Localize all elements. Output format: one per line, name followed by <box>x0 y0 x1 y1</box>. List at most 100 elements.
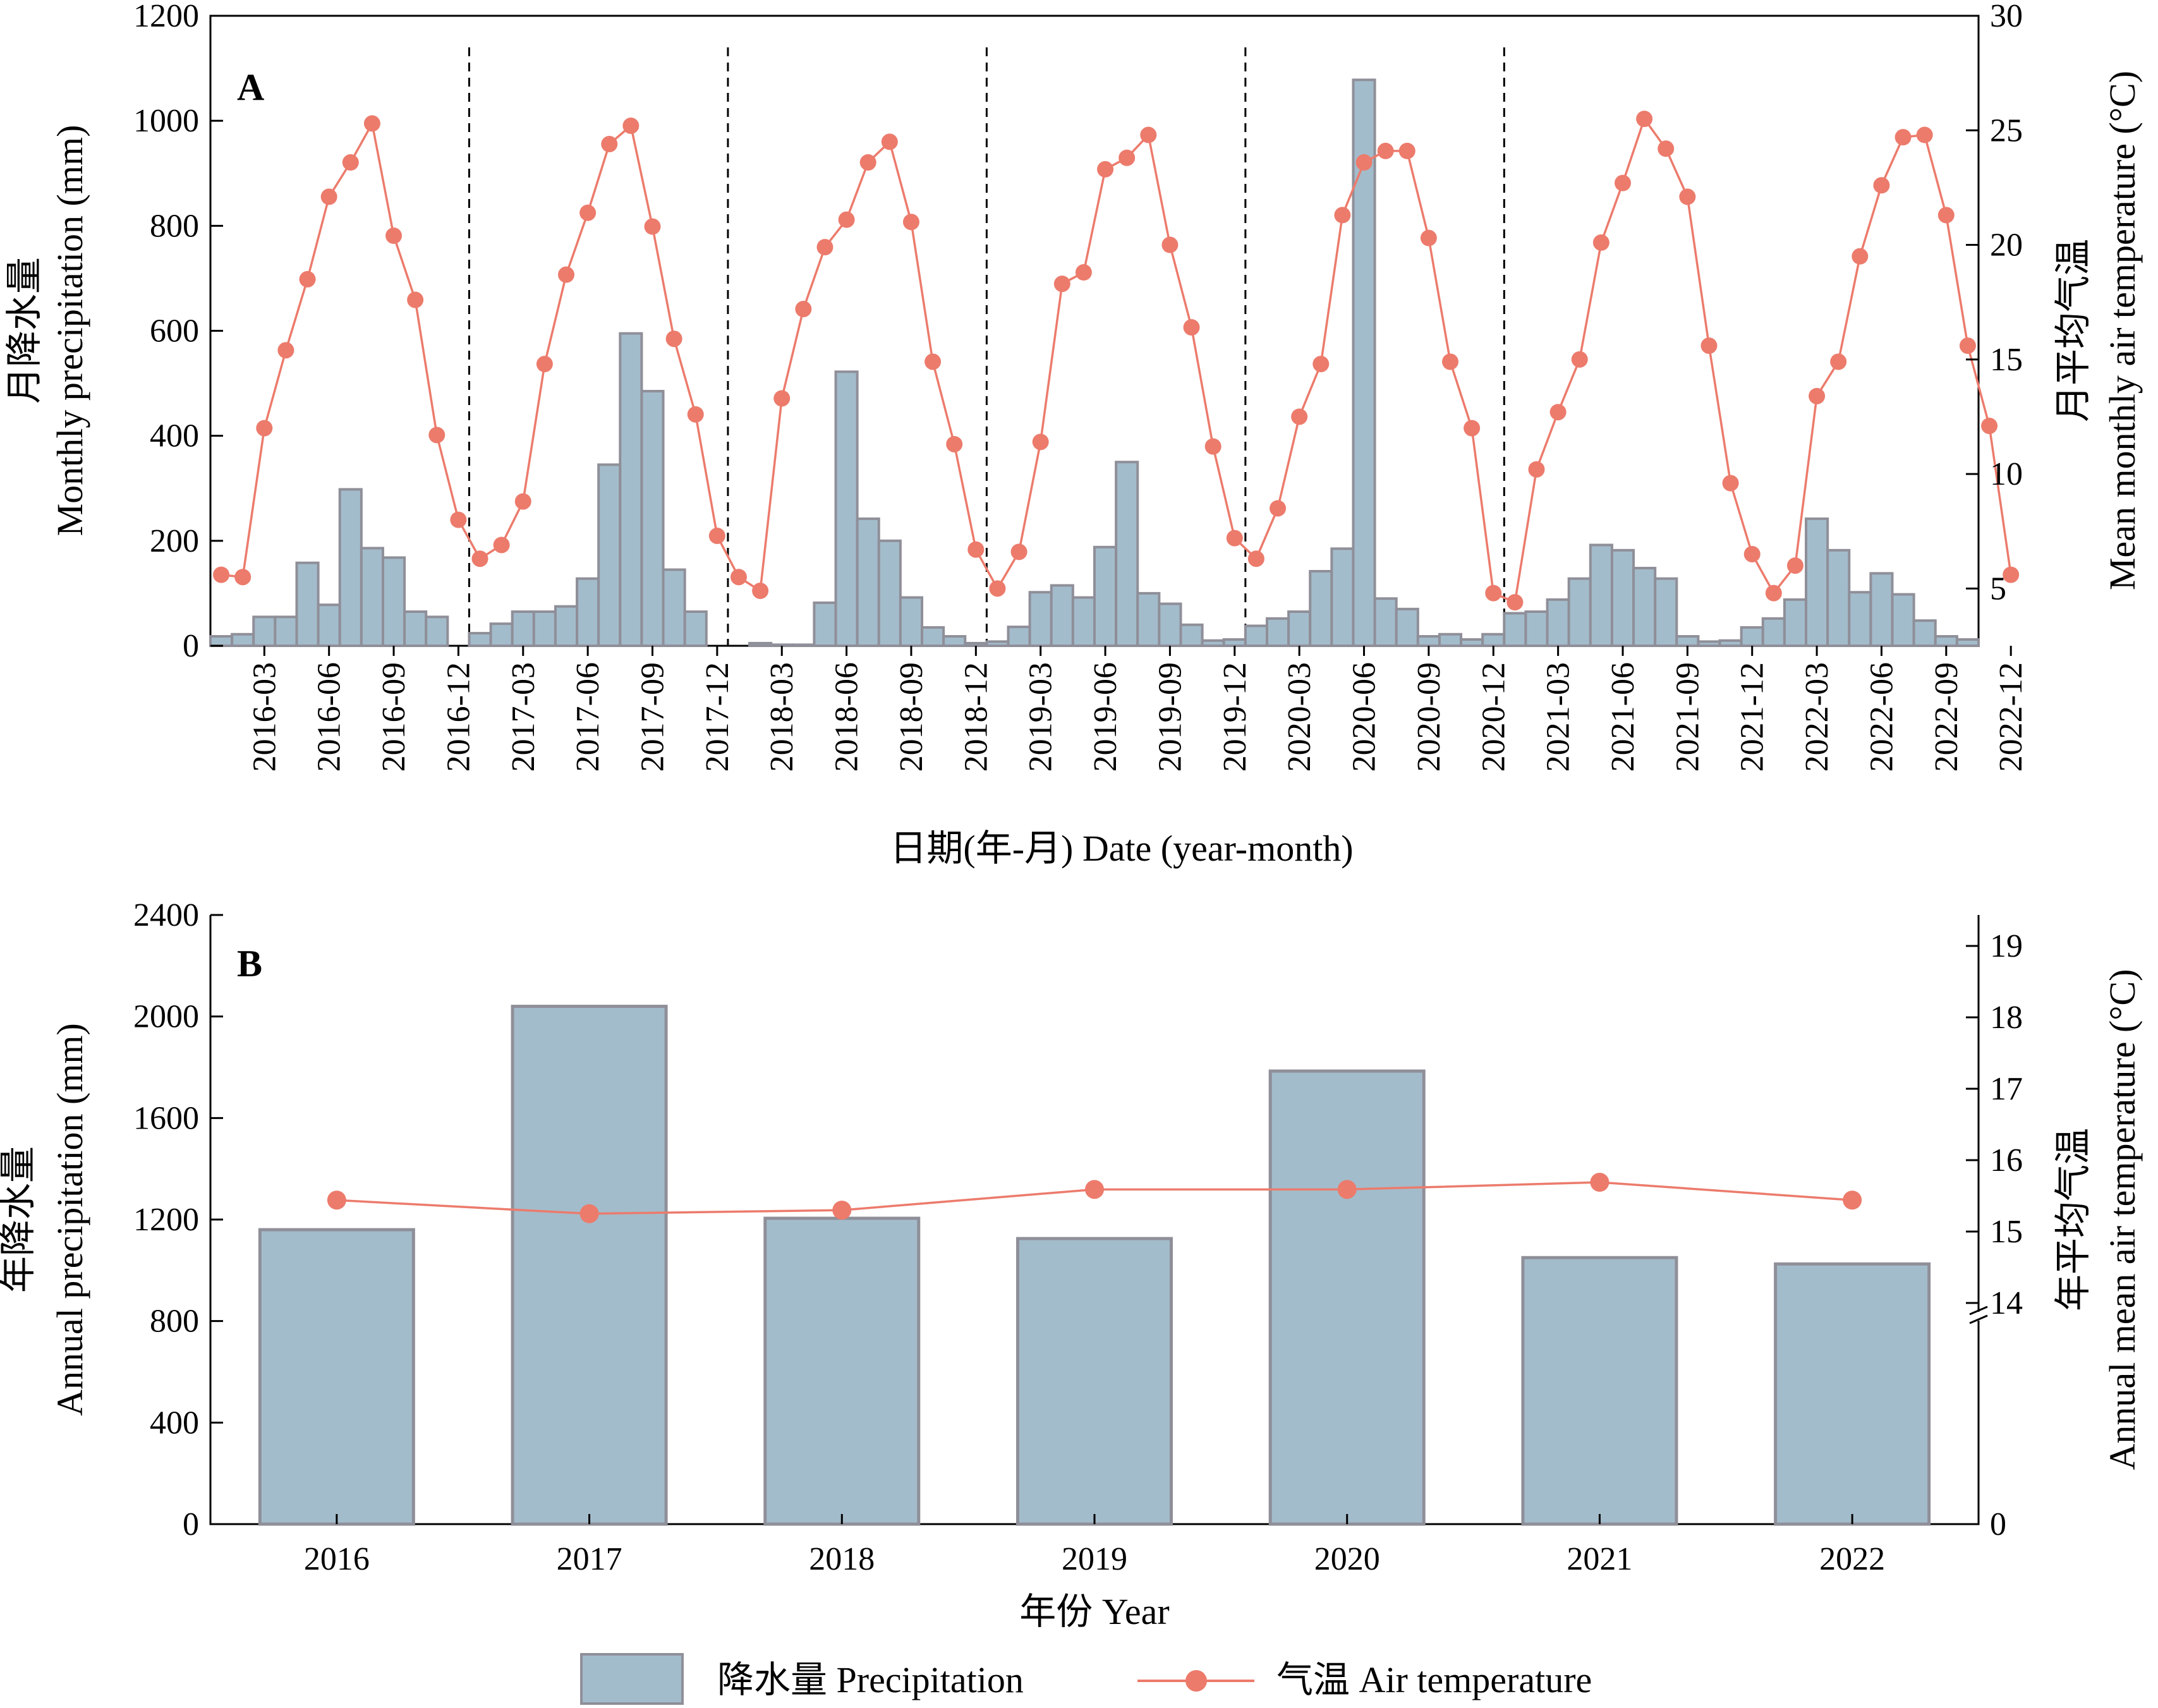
precip-bar <box>942 635 967 647</box>
temp-point <box>428 427 446 444</box>
y-tick-label: 0 <box>183 628 199 664</box>
legend-temp-label: 气温 Air temperature <box>1276 1659 1592 1700</box>
temp-point <box>989 580 1006 597</box>
precip-bar <box>1891 593 1915 647</box>
temp-point <box>1204 438 1221 455</box>
precip-bar <box>1654 577 1678 647</box>
panel-a-temp-series <box>213 111 2020 611</box>
x-tick-label: 2020 <box>1314 1541 1380 1577</box>
temp-point <box>1118 149 1136 166</box>
precip-bar <box>1007 626 1031 648</box>
x-tick-label: 2022-03 <box>1799 662 1835 772</box>
panel-b-temp-series <box>327 1173 1862 1223</box>
x-tick-label: 2018-03 <box>764 662 800 772</box>
temp-point <box>730 569 747 586</box>
x-tick-label: 2019-12 <box>1217 662 1253 772</box>
precip-bar <box>554 605 579 647</box>
precip-bar <box>770 643 794 647</box>
temp-point <box>407 291 424 308</box>
precip-bar <box>834 370 859 647</box>
panel-a-y2label-en: Mean monthly air temperature (°C) <box>2102 71 2143 590</box>
temp-point <box>644 218 661 235</box>
x-tick-label: 2018-12 <box>958 662 994 772</box>
precip-bar <box>1805 517 1829 648</box>
precip-bar <box>576 577 600 647</box>
temp-point <box>1183 319 1200 336</box>
temp-point <box>234 569 252 586</box>
y2-tick-label: 10 <box>1990 456 2023 492</box>
x-tick-label: 2017-06 <box>570 662 606 772</box>
annual-precip-bar <box>1521 1256 1678 1526</box>
temp-point <box>1485 584 1502 602</box>
x-tick-label: 2018-06 <box>829 662 865 772</box>
precip-bar <box>619 332 643 647</box>
precip-bar <box>1783 598 1808 647</box>
panel-a-precip-bars <box>209 78 1980 648</box>
annual-precip-bar <box>258 1228 415 1526</box>
x-tick-label: 2017-03 <box>506 662 542 772</box>
precip-bar <box>1093 545 1118 648</box>
precip-bar <box>360 547 384 648</box>
temp-point <box>493 536 510 554</box>
panel-a-ticks: 0 200 400 600 800 1000 1200 5 10 15 20 25 30 2016-03 2… <box>133 0 2029 772</box>
temp-point <box>213 566 230 583</box>
temp-point <box>687 406 704 423</box>
temp-point <box>1852 248 1869 265</box>
temp-point <box>1700 337 1718 354</box>
temp-point <box>1247 550 1264 567</box>
x-tick-label: 2020-09 <box>1411 662 1447 772</box>
temp-point <box>1226 530 1243 547</box>
precip-bar <box>1740 626 1764 648</box>
x-tick-label: 2016 <box>304 1541 370 1577</box>
precip-bar <box>1201 639 1225 647</box>
panel-a-label: A <box>237 66 264 108</box>
x-tick-label: 2022-09 <box>1929 662 1965 772</box>
temp-point <box>1765 584 1782 602</box>
temp-point <box>1959 337 1976 354</box>
annual-precip-bar <box>511 1005 668 1526</box>
x-tick-label: 2016-06 <box>312 662 348 772</box>
temp-point <box>471 550 488 567</box>
temp-point <box>342 154 359 171</box>
temp-point <box>1161 236 1179 253</box>
temp-point <box>256 420 273 437</box>
y-tick-label: 2000 <box>133 999 199 1035</box>
annual-temp-point <box>1337 1180 1357 1199</box>
y2-tick-label: 0 <box>1990 1506 2006 1542</box>
temp-point <box>1809 387 1826 404</box>
temp-point <box>665 330 682 348</box>
precip-bar <box>274 615 298 647</box>
precip-bar <box>511 610 535 648</box>
temp-point <box>1053 276 1070 293</box>
y2-tick-label: 16 <box>1990 1142 2023 1178</box>
temp-point <box>1032 433 1049 451</box>
y-tick-label: 1000 <box>133 103 199 139</box>
panel-b-xlabel: 年份 Year <box>1019 1591 1169 1632</box>
y-tick-label: 400 <box>150 418 199 454</box>
temp-point <box>902 214 919 231</box>
annual-temp-point <box>1843 1190 1862 1210</box>
precip-bar <box>964 641 988 647</box>
y-tick-label: 1200 <box>133 1202 199 1238</box>
y-tick-label: 600 <box>150 313 199 349</box>
temp-point <box>881 133 898 150</box>
precip-bar <box>1309 570 1333 647</box>
precip-bar <box>1697 640 1721 647</box>
x-tick-label: 2019-09 <box>1152 662 1188 772</box>
x-tick-label: 2020-12 <box>1476 662 1512 772</box>
temp-point <box>816 239 833 256</box>
temp-point <box>1679 188 1696 205</box>
precip-bar <box>1222 638 1247 648</box>
precip-bar <box>640 390 665 647</box>
panel-a-ylabel-en: Monthly precipitation (mm) <box>49 125 90 536</box>
panel-a-year-separators <box>468 47 1505 646</box>
y-tick-label: 800 <box>150 1304 199 1340</box>
precip-bar <box>1675 635 1700 647</box>
temp-point <box>1398 142 1415 159</box>
panel-a-y2label-cn: 月平均气温 <box>2052 239 2094 422</box>
panel-b-ticks: 0 400 800 1200 1600 2000 2400 0 14 15 16 17 18 19 2016… <box>133 897 2023 1577</box>
x-tick-label: 2020-03 <box>1282 662 1318 772</box>
temp-point <box>2003 566 2020 583</box>
annual-temp-point <box>832 1201 852 1220</box>
precip-bar <box>683 610 708 648</box>
